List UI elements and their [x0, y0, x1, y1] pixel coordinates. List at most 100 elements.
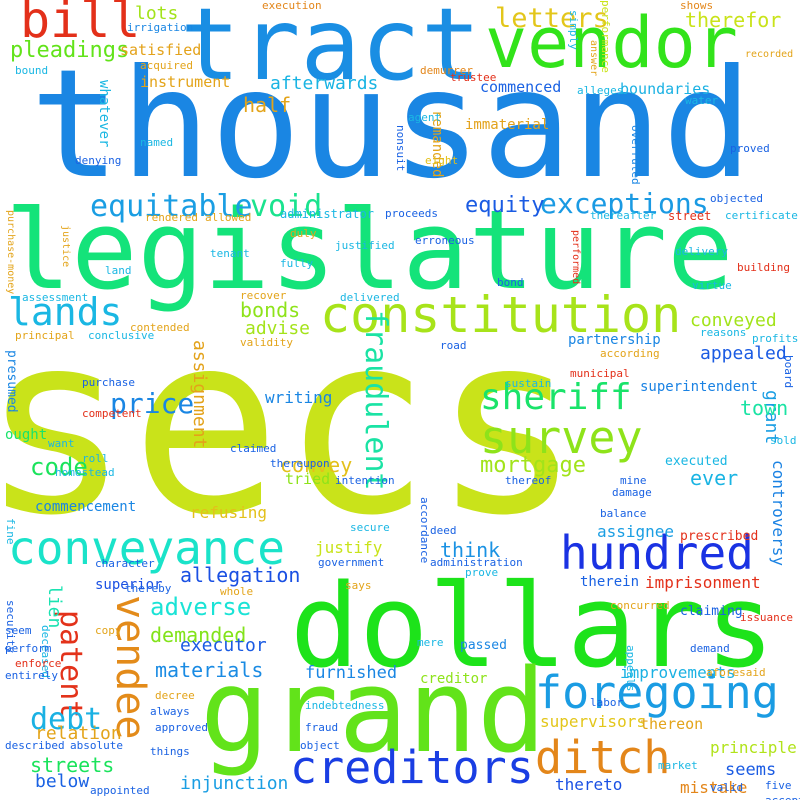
word-partnership: partnership [568, 332, 661, 348]
word-indebtedness: indebtedness [305, 699, 385, 712]
word-contended: contended [130, 321, 190, 334]
word-purchase: purchase [82, 376, 135, 389]
word-delivery: delivery [675, 245, 728, 258]
word-secure: secure [350, 521, 390, 534]
word-thereby: thereby [125, 582, 172, 595]
word-execution: execution [262, 0, 322, 12]
word-reasons: reasons [700, 326, 747, 339]
word-claimed: claimed [230, 442, 277, 455]
word-think: think [440, 538, 501, 562]
word-justice: justice [60, 225, 71, 268]
word-sustain: sustain [505, 377, 552, 390]
word-controversy: controversy [769, 460, 788, 566]
word-ever: ever [690, 466, 739, 490]
word-thousand: thousand [30, 38, 753, 212]
word-creditor: creditor [420, 671, 488, 687]
word-labor: labor [590, 696, 624, 709]
word-assignee: assignee [597, 522, 675, 541]
word-certificate: certificate [725, 209, 798, 222]
word-board: board [782, 355, 795, 389]
word-fraud: fraud [305, 721, 339, 734]
word-convey: convey [280, 453, 353, 477]
word-ditch: ditch [535, 731, 671, 784]
word-performance: performance [599, 0, 612, 73]
word-municipal: municipal [570, 367, 630, 380]
word-accept: accept [765, 795, 800, 800]
word-delivered: delivered [340, 291, 400, 304]
word-intention: intention [335, 474, 395, 487]
word-decree: decree [155, 689, 195, 702]
word-shows: shows [680, 0, 714, 12]
word-commencement: commencement [35, 499, 137, 515]
word-virtue: virtue [692, 279, 732, 292]
word-character: character [95, 557, 155, 570]
word-survey: survey [480, 411, 643, 464]
word-executed: executed [665, 454, 728, 469]
word-irrigation: irrigation [127, 21, 194, 34]
word-seem: seem [5, 624, 32, 637]
word-bond: bond [497, 276, 524, 289]
word-mere: mere [417, 636, 444, 649]
word-presumed: presumed [4, 350, 19, 413]
word-equity: equity [465, 193, 545, 218]
word-according: according [600, 347, 660, 360]
word-pleadings: pleadings [10, 38, 130, 63]
word-assessment: assessment [22, 291, 89, 304]
word-conveyance: conveyance [8, 521, 285, 575]
word-instrument: instrument [140, 73, 231, 91]
word-overruled: overruled [629, 125, 642, 185]
word-street: street [668, 209, 712, 223]
word-building: building [737, 261, 790, 274]
word-mortgage: mortgage [480, 453, 586, 478]
word-government: government [318, 556, 385, 569]
word-whatever: whatever [96, 80, 112, 148]
word-thereof: thereof [505, 474, 552, 487]
word-absolute: absolute [70, 739, 123, 752]
word-acquired: acquired [140, 59, 193, 72]
word-justify: justify [315, 538, 383, 557]
word-aforesaid: aforesaid [706, 666, 766, 679]
word-grand: grand [200, 645, 547, 779]
word-therefor: therefor [685, 8, 782, 32]
word-tract: tract [180, 0, 482, 103]
word-letters: letters [495, 3, 609, 34]
word-market: market [658, 759, 698, 772]
word-bill: bill [20, 0, 141, 49]
word-passed: passed [460, 638, 507, 653]
word-entirely: entirely [5, 669, 58, 682]
word-mistake: mistake [680, 778, 748, 797]
word-things: things [150, 745, 190, 758]
word-duly: duly [290, 227, 317, 240]
word-afterwards: afterwards [270, 73, 379, 94]
word-ought: ought [5, 427, 48, 443]
word-tried: tried [285, 470, 331, 488]
word-executor: executor [180, 635, 267, 656]
word-perform: perform [5, 642, 52, 655]
word-prescribed: prescribed [680, 529, 759, 544]
word-proved: proved [730, 142, 770, 155]
word-sheriff: sheriff [480, 377, 632, 418]
word-creditors: creditors [290, 741, 534, 794]
word-demurrer: demurrer [420, 64, 473, 77]
word-refusing: refusing [190, 503, 268, 522]
word-recorded: recorded [745, 49, 794, 60]
word-demand: demand [690, 642, 730, 655]
word-appeals: appeals [624, 645, 637, 692]
word-objected: objected [710, 192, 763, 205]
word-profits: profits [752, 332, 799, 345]
word-fine: fine [4, 518, 17, 545]
word-damage: damage [612, 486, 652, 499]
word-legislature: legislature [5, 186, 734, 314]
word-conclusive: conclusive [88, 329, 155, 342]
word-exceptions: exceptions [540, 187, 709, 220]
word-appealed: appealed [700, 343, 787, 364]
word-conveyed: conveyed [690, 310, 777, 331]
word-issuance: issuance [740, 611, 793, 624]
word-hundred: hundred [560, 526, 754, 580]
word-vendee: vendee [107, 595, 153, 740]
word-copy: copy [95, 624, 122, 637]
word-five: five [765, 779, 792, 792]
word-therein: therein [580, 574, 640, 590]
word-tenant: tenant [210, 247, 250, 260]
